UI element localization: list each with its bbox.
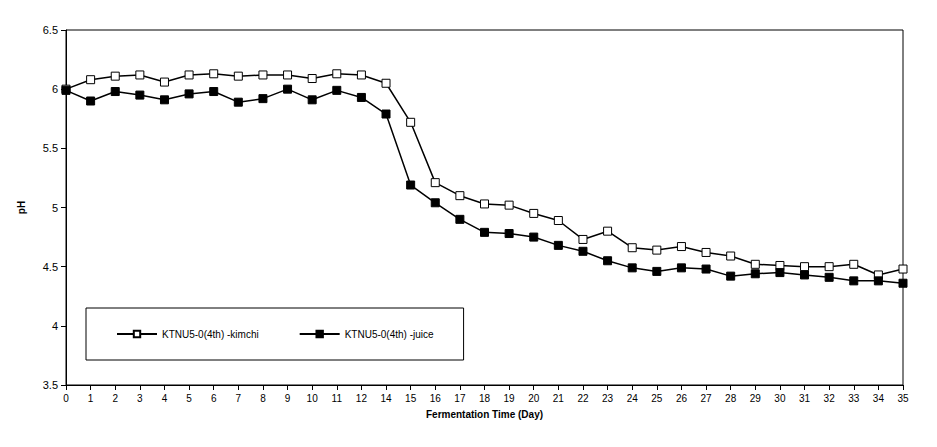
- svg-text:24: 24: [627, 393, 639, 404]
- svg-text:14: 14: [380, 393, 392, 404]
- svg-text:29: 29: [750, 393, 762, 404]
- svg-text:22: 22: [577, 393, 589, 404]
- svg-text:1: 1: [88, 393, 94, 404]
- svg-text:30: 30: [774, 393, 786, 404]
- svg-text:6.5: 6.5: [43, 24, 58, 36]
- svg-text:16: 16: [430, 393, 442, 404]
- svg-text:3.5: 3.5: [43, 379, 58, 391]
- svg-text:25: 25: [651, 393, 663, 404]
- svg-text:3: 3: [137, 393, 143, 404]
- svg-text:Fermentation Time (Day): Fermentation Time (Day): [426, 409, 543, 420]
- svg-text:28: 28: [725, 393, 737, 404]
- svg-text:4: 4: [52, 320, 58, 332]
- svg-text:KTNU5-0(4th) -kimchi: KTNU5-0(4th) -kimchi: [162, 329, 259, 340]
- svg-text:21: 21: [553, 393, 565, 404]
- svg-text:5.5: 5.5: [43, 142, 58, 154]
- svg-text:12: 12: [356, 393, 368, 404]
- svg-text:7: 7: [236, 393, 242, 404]
- svg-text:23: 23: [602, 393, 614, 404]
- svg-text:8: 8: [260, 393, 266, 404]
- svg-text:pH: pH: [16, 201, 27, 214]
- svg-text:2: 2: [112, 393, 118, 404]
- svg-text:35: 35: [897, 393, 909, 404]
- svg-text:4: 4: [162, 393, 168, 404]
- svg-text:6: 6: [211, 393, 217, 404]
- svg-text:KTNU5-0(4th) -juice: KTNU5-0(4th) -juice: [345, 329, 434, 340]
- svg-text:5: 5: [186, 393, 192, 404]
- svg-text:19: 19: [504, 393, 516, 404]
- svg-text:27: 27: [700, 393, 712, 404]
- svg-text:26: 26: [676, 393, 688, 404]
- svg-text:10: 10: [307, 393, 319, 404]
- svg-text:34: 34: [873, 393, 885, 404]
- svg-text:9: 9: [285, 393, 291, 404]
- svg-text:11: 11: [332, 393, 343, 404]
- svg-text:5: 5: [52, 202, 58, 214]
- svg-text:32: 32: [824, 393, 836, 404]
- svg-text:6: 6: [52, 83, 58, 95]
- svg-text:31: 31: [799, 393, 811, 404]
- svg-text:4.5: 4.5: [43, 261, 58, 273]
- svg-text:20: 20: [528, 393, 540, 404]
- svg-text:18: 18: [479, 393, 491, 404]
- svg-text:0: 0: [63, 393, 69, 404]
- svg-text:17: 17: [454, 393, 466, 404]
- svg-text:15: 15: [405, 393, 417, 404]
- svg-text:33: 33: [848, 393, 860, 404]
